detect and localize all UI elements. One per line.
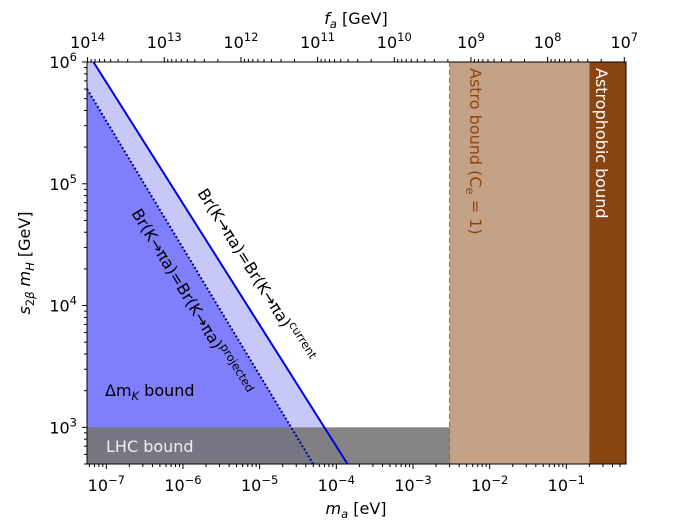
dmk-bound-main: Δm [105, 381, 132, 400]
dmk-bound-subscript: K [132, 389, 141, 403]
y-tick-label-exp: 5 [70, 172, 77, 186]
x-tick-label: 10−7 [88, 473, 125, 495]
x-axis-label: ma [eV] [325, 499, 386, 521]
y-tick-label-base: 10 [49, 418, 69, 437]
top-tick-label-exp: 11 [320, 30, 335, 44]
x-tick-label-exp: −4 [338, 473, 355, 487]
astrophobic-bound-label: Astrophobic bound [592, 68, 611, 219]
top-tick-label: 1014 [70, 30, 105, 52]
top-tick-label: 1012 [223, 30, 258, 52]
top-tick-label: 1011 [300, 30, 335, 52]
top-tick-label-base: 10 [610, 33, 630, 52]
series-layer [87, 62, 349, 464]
region-astro-bound-c-e-1 [449, 62, 590, 464]
x-tick-label-base: 10 [394, 476, 414, 495]
top-tick-label-base: 10 [70, 33, 90, 52]
top-tick-label: 109 [457, 30, 485, 52]
top-tick-label-base: 10 [300, 33, 320, 52]
x-top-axis-label: fa [GeV] [324, 9, 387, 31]
astro-bound-label: Astro bound (Ce = 1) [463, 68, 485, 235]
y-tick-label-exp: 4 [70, 294, 77, 308]
y-tick-label-base: 10 [49, 175, 69, 194]
y-tick-label: 104 [49, 294, 77, 316]
x-tick-label: 10−4 [318, 473, 355, 495]
top-tick-label-base: 10 [377, 33, 397, 52]
x-tick-label: 10−3 [394, 473, 431, 495]
y-tick-label: 103 [49, 415, 77, 437]
top-tick-label: 1010 [377, 30, 412, 52]
top-tick-label-base: 10 [223, 33, 243, 52]
top-tick-label-exp: 14 [90, 30, 105, 44]
y-tick-label-exp: 3 [70, 415, 77, 429]
x-tick-label-base: 10 [471, 476, 491, 495]
x-tick-label-base: 10 [241, 476, 261, 495]
x-tick-label: 10−1 [548, 473, 585, 495]
y-axis-label: s2β mH [GeV] [15, 211, 37, 314]
x-tick-label-base: 10 [164, 476, 184, 495]
x-tick-label-exp: −2 [491, 473, 508, 487]
top-tick-label-exp: 9 [477, 30, 484, 44]
top-tick-label-base: 10 [534, 33, 554, 52]
y-tick-label: 106 [49, 50, 77, 72]
top-tick-label: 107 [610, 30, 638, 52]
y-tick-label: 105 [49, 172, 77, 194]
dmk-bound-label: ΔmK bound [105, 381, 195, 403]
x-tick-label-exp: −5 [261, 473, 278, 487]
top-tick-label-exp: 13 [167, 30, 182, 44]
x-tick-label-base: 10 [88, 476, 108, 495]
dmk-bound-rest: bound [139, 381, 194, 400]
x-tick-label-exp: −3 [415, 473, 432, 487]
y-tick-label-base: 10 [49, 297, 69, 316]
lhc-bound-label: LHC bound [106, 437, 194, 456]
y-tick-label-exp: 6 [70, 50, 77, 64]
astro-bound-subscript: e [463, 188, 477, 195]
x-tick-label-exp: −6 [185, 473, 202, 487]
astro-bound-main: Astro bound (C [466, 68, 485, 188]
series-line-projected [87, 88, 315, 464]
x-tick-label-base: 10 [318, 476, 338, 495]
y-tick-label-base: 10 [49, 53, 69, 72]
top-tick-label: 1013 [147, 30, 182, 52]
x-axis-bottom: 10−7 10−6 10−5 10−4 10−3 10−2 10−1 [88, 464, 621, 495]
top-tick-label-base: 10 [457, 33, 477, 52]
top-tick-label-exp: 12 [244, 30, 259, 44]
x-tick-label-exp: −1 [568, 473, 585, 487]
current-line-superscript: current [286, 319, 320, 362]
top-tick-label-exp: 10 [397, 30, 412, 44]
series-line-current [92, 62, 349, 464]
region-astrophobic-bound [589, 62, 626, 464]
x-tick-label-exp: −7 [108, 473, 125, 487]
astro-bound-rest: = 1) [466, 195, 485, 235]
top-tick-label-base: 10 [147, 33, 167, 52]
top-tick-label-exp: 8 [554, 30, 561, 44]
top-tick-label-exp: 7 [631, 30, 638, 44]
x-tick-label: 10−6 [164, 473, 201, 495]
x-tick-label-base: 10 [548, 476, 568, 495]
top-tick-label: 108 [534, 30, 562, 52]
x-tick-label: 10−5 [241, 473, 278, 495]
x-axis-top: 1014 1013 1012 1011 1010 109 108 107 [70, 30, 638, 62]
plot-frame [86, 61, 627, 465]
x-tick-label: 10−2 [471, 473, 508, 495]
